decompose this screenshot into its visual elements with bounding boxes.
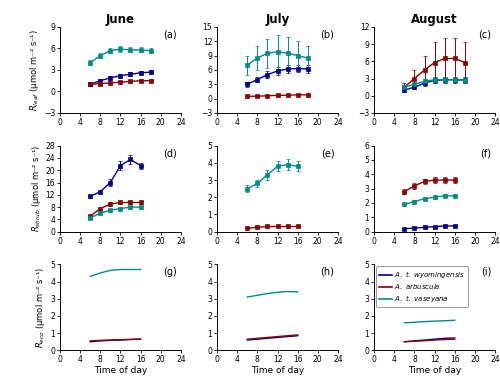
Text: (g): (g)	[164, 267, 177, 277]
X-axis label: Time of day: Time of day	[408, 366, 461, 375]
Title: August: August	[412, 13, 458, 26]
Title: June: June	[106, 13, 135, 26]
X-axis label: Time of day: Time of day	[94, 366, 147, 375]
Legend: $\it{A.\ t.\ wyomingensis}$, $\it{A.\ arbuscula}$, $\it{A.\ t.\ vaseyana}$: $\it{A.\ t.\ wyomingensis}$, $\it{A.\ ar…	[376, 266, 468, 307]
Text: (c): (c)	[478, 30, 492, 40]
Y-axis label: $R_{leaf}$ (μmol m⁻² s⁻¹): $R_{leaf}$ (μmol m⁻² s⁻¹)	[28, 29, 41, 111]
Text: (h): (h)	[320, 267, 334, 277]
Text: (d): (d)	[164, 148, 177, 158]
Text: (b): (b)	[320, 30, 334, 40]
Title: July: July	[266, 13, 289, 26]
Text: (e): (e)	[320, 148, 334, 158]
Text: (a): (a)	[164, 30, 177, 40]
X-axis label: Time of day: Time of day	[251, 366, 304, 375]
Text: (i): (i)	[481, 267, 492, 277]
Y-axis label: $R_{shrub}$ (μmol m⁻² s⁻¹): $R_{shrub}$ (μmol m⁻² s⁻¹)	[30, 145, 43, 233]
Text: (f): (f)	[480, 148, 492, 158]
Y-axis label: $R_{eco}$ (μmol m⁻² s⁻¹): $R_{eco}$ (μmol m⁻² s⁻¹)	[34, 267, 48, 348]
